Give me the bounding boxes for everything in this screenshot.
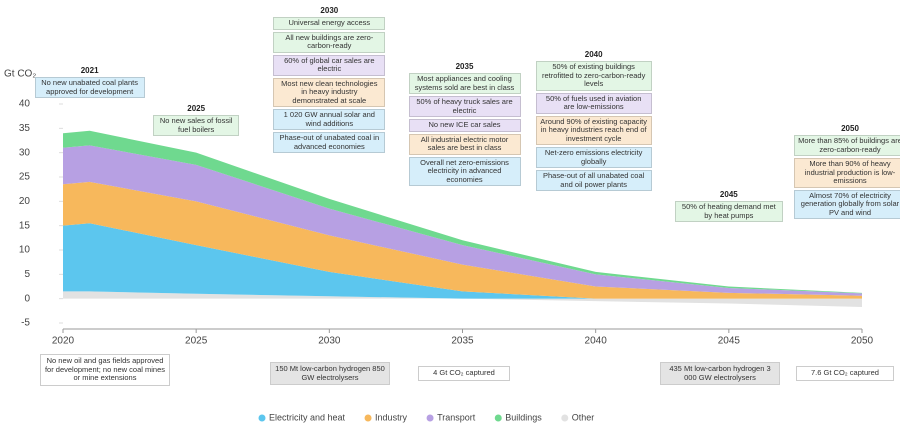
x-tick-label: 2030 — [318, 336, 341, 347]
y-tick-label: 25 — [19, 172, 31, 183]
milestone-year: 2040 — [584, 50, 603, 59]
area — [63, 145, 862, 296]
legend-swatch — [364, 414, 372, 422]
milestone: 2021 No new unabated coal plants approved… — [34, 66, 145, 98]
note: 7.6 Gt CO₂ captured — [796, 366, 894, 381]
milestone-item: No new sales of fossil fuel boilers — [153, 115, 240, 136]
milestone-year: 2035 — [455, 62, 474, 71]
legend-label: Industry — [375, 412, 408, 422]
milestone-item: No new ICE car sales — [408, 119, 521, 132]
x-tick-label: 2045 — [718, 336, 741, 347]
milestone-item: 60% of global car sales are electric — [273, 54, 386, 76]
milestone-item: Net-zero emissions electricity globally — [535, 147, 652, 168]
y-tick-label: 0 — [24, 293, 30, 304]
y-axis-label: Gt CO₂ — [4, 69, 36, 80]
note: 435 Mt low-carbon hydrogen 3 000 GW elec… — [660, 362, 780, 385]
area — [63, 130, 862, 294]
area — [63, 223, 862, 299]
legend-label: Transport — [437, 412, 476, 422]
milestone-item: More than 90% of heavy industrial produc… — [794, 158, 900, 188]
milestone-item: Phase-out of unabated coal in advanced e… — [273, 132, 386, 153]
milestone-item: Overall net zero-emissions electricity i… — [408, 156, 521, 186]
milestone: 2050 More than 85% of buildings are zero-… — [794, 124, 900, 219]
milestone: 2040 50% of existing buildings retrofitte… — [535, 50, 652, 191]
x-tick-label: 2025 — [185, 336, 208, 347]
milestone-item: More than 85% of buildings are zero-carb… — [794, 135, 900, 156]
y-tick-label: 10 — [19, 245, 31, 256]
legend-label: Buildings — [505, 412, 542, 422]
y-tick-label: 15 — [19, 220, 31, 231]
note: 4 Gt CO₂ captured — [418, 366, 510, 381]
y-tick-label: 40 — [19, 99, 31, 110]
area — [63, 291, 862, 307]
milestone-item: Phase-out of all unabated coal and oil p… — [535, 170, 652, 191]
milestone-item: All industrial electric motor sales are … — [408, 133, 521, 155]
milestone-item: 50% of existing buildings retrofitted to… — [535, 61, 652, 91]
milestone-year: 2025 — [187, 104, 206, 113]
y-tick-label: 5 — [24, 269, 30, 280]
milestone-item: Most new clean technologies in heavy ind… — [273, 77, 386, 107]
milestone-item: All new buildings are zero-carbon-ready — [273, 31, 386, 53]
milestone-item: Universal energy access — [273, 17, 386, 30]
y-tick-label: -5 — [21, 318, 30, 329]
y-tick-label: 20 — [19, 196, 31, 207]
legend-label: Other — [572, 412, 595, 422]
milestone-item: 1 020 GW annual solar and wind additions — [273, 109, 386, 130]
note: 150 Mt low-carbon hydrogen 850 GW electr… — [270, 362, 390, 385]
milestone-item: Almost 70% of electricity generation glo… — [794, 189, 900, 219]
milestone-item: Most appliances and cooling systems sold… — [408, 73, 521, 94]
y-tick-label: 30 — [19, 147, 31, 158]
milestone: 2035 Most appliances and cooling systems … — [408, 62, 521, 186]
milestone-item: 50% of heavy truck sales are electric — [408, 96, 521, 117]
milestone-item: 50% of fuels used in aviation are low-em… — [535, 92, 652, 114]
legend-label: Electricity and heat — [269, 412, 346, 422]
milestone-item: No new unabated coal plants approved for… — [34, 77, 145, 98]
note: No new oil and gas fields approved for d… — [40, 354, 170, 386]
x-tick-label: 2050 — [851, 336, 874, 347]
milestone-year: 2030 — [320, 6, 339, 15]
legend-swatch — [258, 414, 266, 422]
milestone: 2045 50% of heating demand met by heat pu… — [674, 190, 783, 222]
legend-swatch — [426, 414, 434, 422]
milestone-year: 2021 — [80, 66, 99, 75]
milestone-year: 2050 — [841, 124, 859, 133]
y-tick-label: 35 — [19, 123, 31, 134]
area — [63, 181, 862, 299]
x-tick-label: 2040 — [585, 336, 608, 347]
x-tick-label: 2020 — [52, 336, 75, 347]
legend-swatch — [494, 414, 502, 422]
legend-swatch — [561, 414, 569, 422]
milestone: 2030 Universal energy access All new build… — [273, 6, 386, 153]
milestone: 2025 No new sales of fossil fuel boilers — [153, 104, 240, 136]
x-tick-label: 2035 — [451, 336, 474, 347]
milestone-item: 50% of heating demand met by heat pumps — [674, 201, 783, 222]
milestone-year: 2045 — [719, 190, 738, 199]
milestone-item: Around 90% of existing capacity in heavy… — [535, 115, 652, 145]
